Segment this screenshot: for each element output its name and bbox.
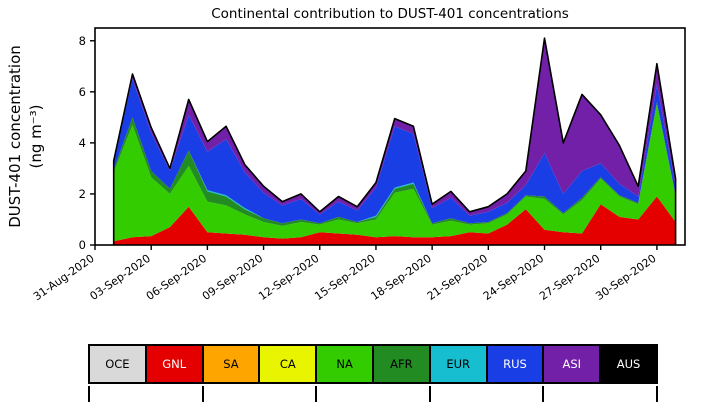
legend-row2-cell <box>544 386 656 402</box>
chart-title: Continental contribution to DUST-401 con… <box>211 6 569 22</box>
legend-label-RUS: RUS <box>503 357 527 371</box>
legend-cell-AUS: AUS <box>601 346 656 382</box>
legend-row2-cell <box>431 386 545 402</box>
y-tick-label: 6 <box>79 85 86 99</box>
legend-row2-cutoff <box>88 386 658 402</box>
legend-label-ASI: ASI <box>562 357 582 371</box>
legend-cell-NA: NA <box>317 346 374 382</box>
x-tick-label: 24-Sep-2020 <box>481 252 546 303</box>
y-tick-label: 8 <box>79 34 86 48</box>
y-axis-label-line2: (ng m⁻³) <box>27 104 45 168</box>
legend-cell-ASI: ASI <box>544 346 602 382</box>
legend: OCE GNL SA CA NA AFR EUR RUS ASI AUS <box>88 344 658 384</box>
area-RUS <box>113 79 676 224</box>
y-tick-label: 4 <box>79 136 86 150</box>
legend-cell-AFR: AFR <box>373 346 431 382</box>
x-tick-label: 12-Sep-2020 <box>256 252 321 303</box>
legend-label-AUS: AUS <box>616 357 641 371</box>
plot-border <box>94 27 686 246</box>
stacked-area-chart: 0 2 4 6 8 31-Aug-202003-Sep-202006-Sep-202009… <box>6 27 686 303</box>
legend-row2-cell <box>90 386 204 402</box>
legend-label-OCE: OCE <box>105 357 130 371</box>
x-axis: 31-Aug-202003-Sep-202006-Sep-202009-Sep-… <box>31 245 659 303</box>
total-outline <box>112 37 677 245</box>
legend-label-AFR: AFR <box>390 357 413 371</box>
area-GNL <box>113 196 676 245</box>
y-axis: 0 2 4 6 8 <box>79 34 95 252</box>
x-tick-label: 27-Sep-2020 <box>537 252 602 303</box>
x-tick-label: 31-Aug-2020 <box>31 252 97 303</box>
legend-label-CA: CA <box>279 357 296 371</box>
x-tick-label: 15-Sep-2020 <box>312 252 377 303</box>
area-NA <box>113 104 676 242</box>
legend-cell-SA: SA <box>203 346 261 382</box>
legend-row2-cell <box>317 386 431 402</box>
legend-label-EUR: EUR <box>446 357 471 371</box>
y-tick-label: 2 <box>79 187 86 201</box>
legend-cell-EUR: EUR <box>430 346 488 382</box>
y-axis-label-line1: DUST-401 concentration <box>6 45 24 228</box>
x-tick-label: 06-Sep-2020 <box>144 252 209 303</box>
x-tick-label: 09-Sep-2020 <box>200 252 265 303</box>
legend-cell-OCE: OCE <box>90 346 147 382</box>
legend-row2-cell <box>204 386 318 402</box>
legend-label-SA: SA <box>223 357 239 371</box>
x-tick-label: 03-Sep-2020 <box>88 252 153 303</box>
y-tick-label: 0 <box>79 238 86 252</box>
legend-cell-GNL: GNL <box>146 346 204 382</box>
legend-cell-CA: CA <box>260 346 318 382</box>
legend-label-GNL: GNL <box>162 357 187 371</box>
x-tick-label: 30-Sep-2020 <box>593 252 658 303</box>
legend-cell-RUS: RUS <box>487 346 545 382</box>
x-tick-label: 21-Sep-2020 <box>425 252 490 303</box>
legend-label-NA: NA <box>336 357 353 371</box>
x-tick-label: 18-Sep-2020 <box>369 252 434 303</box>
